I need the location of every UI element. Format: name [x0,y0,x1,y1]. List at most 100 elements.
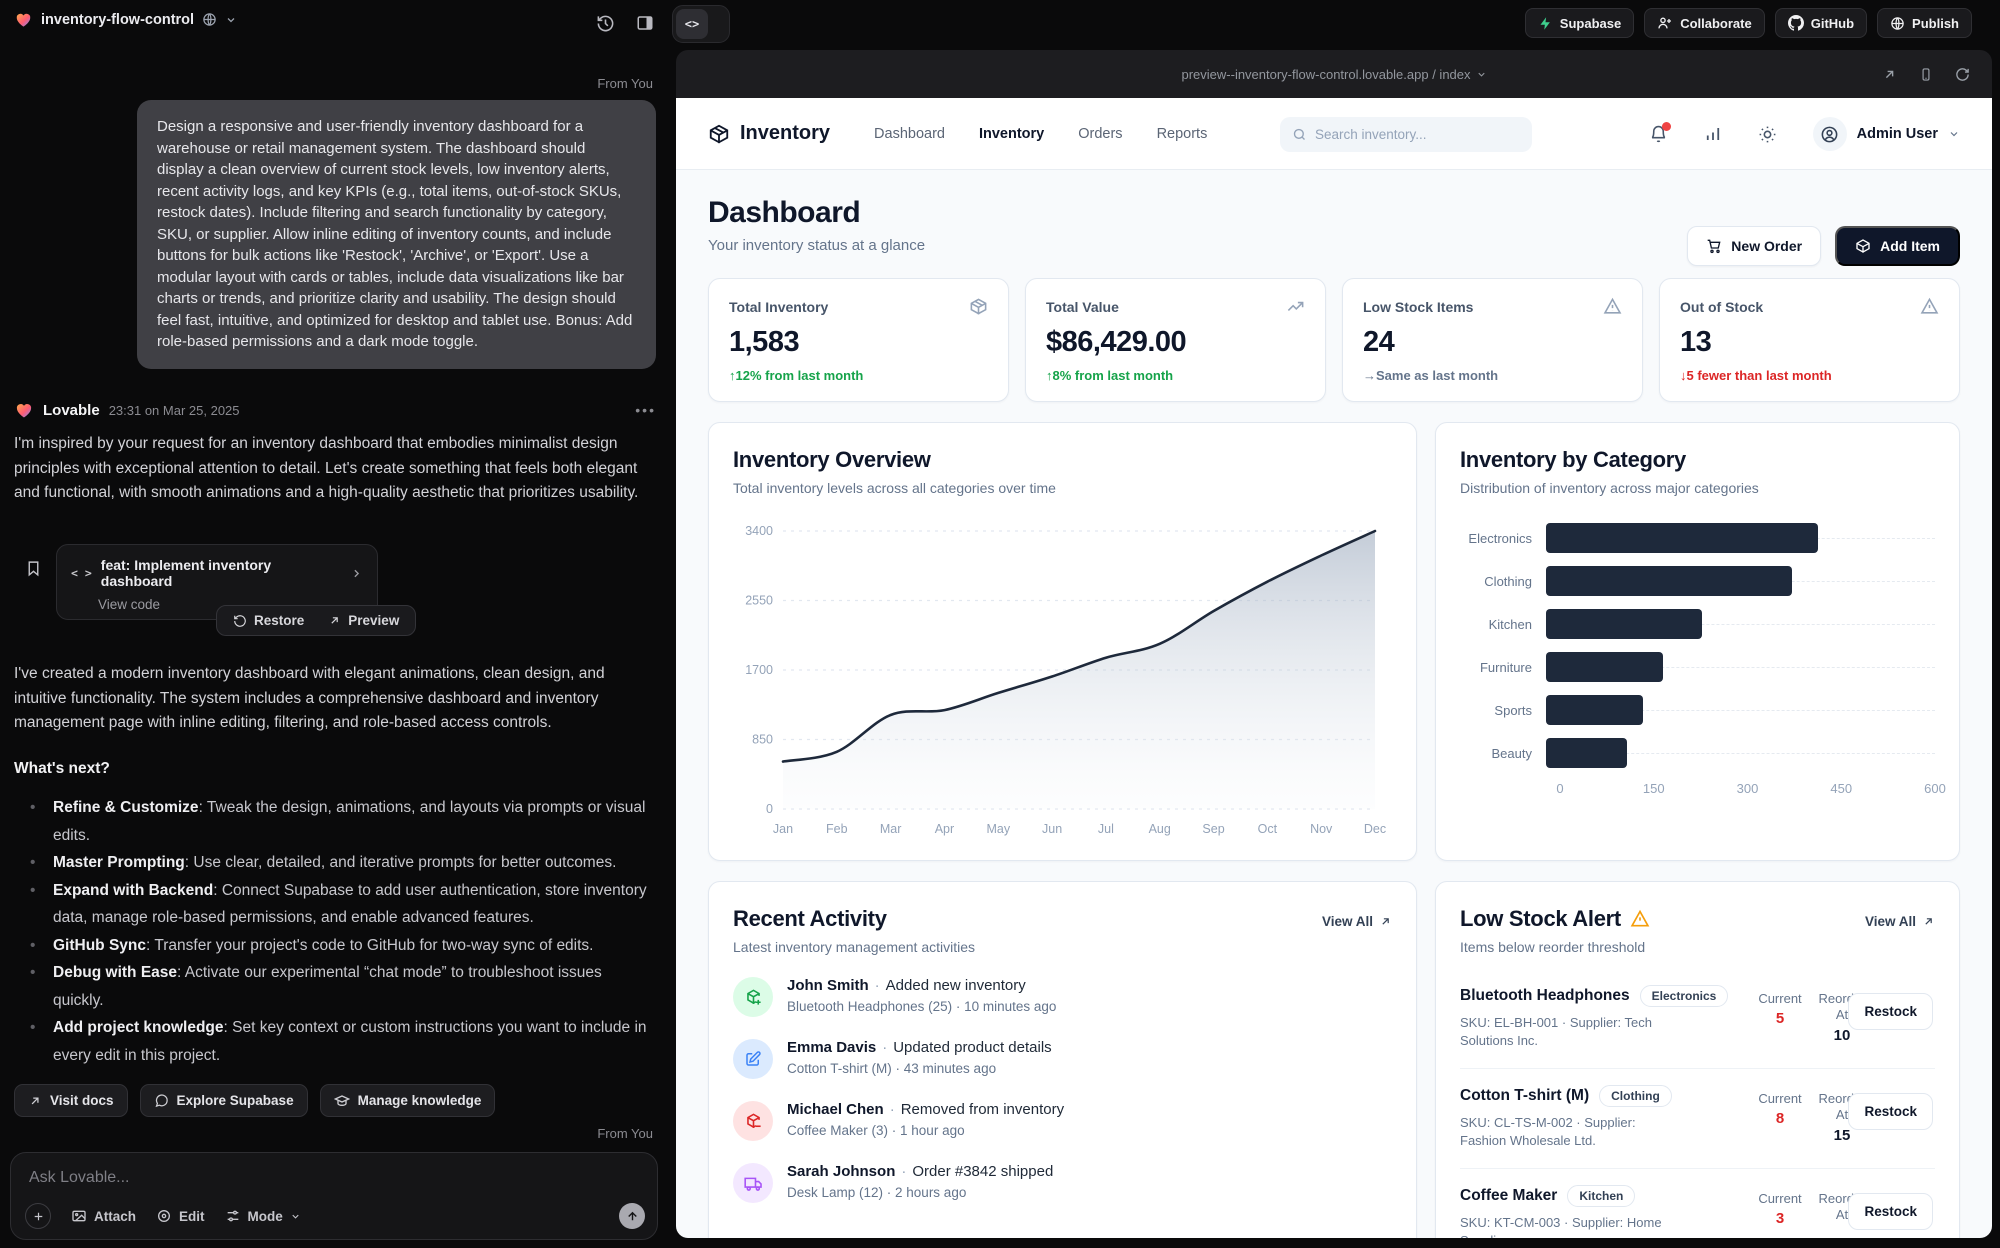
view-all-link[interactable]: View All [1322,914,1392,929]
alert-triangle-icon [1603,297,1622,316]
whats-next-item: Refine & Customize: Tweak the design, an… [20,794,654,849]
image-icon [72,1210,86,1222]
bar-kitchen [1546,609,1702,639]
svg-text:Apr: Apr [935,822,954,836]
product-name: Coffee Maker [1460,1187,1558,1204]
activity-user: Emma Davis [787,1039,877,1056]
low-stock-item: Bluetooth Headphones Electronics SKU: EL-B… [1460,969,1935,1069]
assistant-summary: I've created a modern inventory dashboar… [14,665,605,731]
sidebar-toggle-icon[interactable] [636,14,654,32]
activity-action: Updated product details [893,1039,1052,1056]
bookmark-icon[interactable] [25,560,42,577]
top-bar: inventory-flow-control <> Supabase Collab… [0,0,2000,48]
activity-action: Removed from inventory [900,1101,1065,1118]
manage-knowledge-button[interactable]: Manage knowledge [319,1084,496,1117]
visit-docs-button[interactable]: Visit docs [14,1084,128,1117]
package-icon [969,297,988,316]
kpi-value: $86,429.00 [1046,326,1187,358]
user-menu[interactable]: Admin User [1812,117,1960,151]
notification-dot [1661,121,1671,131]
github-button[interactable]: GitHub [1774,8,1868,38]
notifications-button[interactable] [1649,121,1671,144]
axis-tick: 0 [1556,781,1564,796]
whats-next-heading: What's next? [14,760,110,777]
bar-row-sports: Sports [1460,695,1935,725]
chevron-right-icon [350,567,363,580]
mode-button[interactable]: Mode [225,1208,301,1224]
bar-category-label: Electronics [1468,530,1532,546]
chevron-down-icon [225,14,237,26]
restock-button[interactable]: Restock [1848,993,1933,1030]
chart-subtitle: Distribution of inventory across major c… [1460,480,1759,496]
svg-text:3400: 3400 [745,524,773,538]
version-card[interactable]: < > feat: Implement inventory dashboard … [56,544,378,620]
composer[interactable]: Ask Lovable... Attach Edit Mode [10,1152,658,1240]
product-name: Bluetooth Headphones [1460,987,1630,1004]
svg-text:2550: 2550 [745,594,773,608]
send-button[interactable] [619,1203,645,1229]
edit-button[interactable]: Edit [156,1208,205,1224]
github-icon [1787,15,1804,31]
theme-toggle-button[interactable] [1758,125,1777,144]
open-external-icon[interactable] [1882,67,1897,82]
app-brand[interactable]: Inventory [708,122,830,145]
low-stock-item: Cotton T-shirt (M) Clothing SKU: CL-TS-M-0… [1460,1069,1935,1169]
preview-url: preview--inventory-flow-control.lovable.… [1181,66,1471,82]
new-order-button[interactable]: New Order [1687,226,1822,266]
search-box[interactable]: Search inventory... [1280,117,1532,152]
user-name: Admin User [1856,126,1938,142]
restock-button[interactable]: Restock [1848,1193,1933,1230]
explore-supabase-button[interactable]: Explore Supabase [139,1084,308,1117]
target-icon [158,1210,171,1222]
avatar [1812,117,1847,151]
attach-button[interactable]: Attach [71,1208,136,1224]
restore-button[interactable]: Restore [221,613,316,628]
nav-orders[interactable]: Orders [1078,125,1123,142]
sku-line: SKU: KT-CM-003 · Supplier: Home Supplies [1460,1215,1662,1238]
users-plus-icon [1657,15,1673,31]
bell-icon [1651,125,1665,142]
app-header: Inventory Dashboard Inventory Orders Report… [676,98,1992,170]
project-menu[interactable]: inventory-flow-control [14,10,237,29]
supabase-button[interactable]: Supabase [1524,8,1635,38]
preview-url-bar[interactable]: preview--inventory-flow-control.lovable.… [676,50,1992,98]
version-title: feat: Implement inventory dashboard [100,557,272,589]
add-item-button[interactable]: Add Item [1835,226,1960,266]
nav-reports[interactable]: Reports [1156,125,1208,142]
inventory-overview-card: Inventory Overview Total inventory level… [708,422,1417,861]
svg-text:0: 0 [766,802,773,816]
activity-user: John Smith [787,977,869,994]
mobile-view-icon[interactable] [1919,67,1933,82]
graduation-cap-icon [333,1093,350,1109]
nav-dashboard[interactable]: Dashboard [874,125,945,142]
chart-title: Inventory by Category [1460,447,1686,472]
activity-detail: Coffee Maker (3) · 1 hour ago [787,1123,965,1138]
message-menu-icon[interactable]: ••• [635,402,656,418]
axis-tick: 150 [1642,781,1665,796]
whats-next-item: Expand with Backend: Connect Supabase to… [20,877,654,932]
chat-footer-buttons: Visit docs Explore Supabase Manage knowled… [14,1084,496,1117]
refresh-icon[interactable] [1955,67,1970,82]
nav-inventory[interactable]: Inventory [978,125,1045,142]
add-attachment-button[interactable] [25,1203,51,1229]
bar-beauty [1546,738,1628,768]
collaborate-button[interactable]: Collaborate [1644,8,1765,38]
kpi-value: 13 [1680,326,1712,358]
chat-bubble-icon [154,1093,169,1108]
code-preview-toggle[interactable]: <> [672,5,730,43]
code-icon: < > [71,566,92,580]
message-timestamp: 23:31 on Mar 25, 2025 [108,402,240,418]
analytics-button[interactable] [1704,125,1722,143]
trending-up-icon [1286,297,1305,316]
preview-button[interactable]: Preview [316,613,411,628]
history-icon[interactable] [596,14,615,33]
low-stock-list: Bluetooth Headphones Electronics SKU: EL-B… [1460,969,1935,1238]
restock-button[interactable]: Restock [1848,1093,1933,1130]
view-code-link[interactable]: View code [98,597,161,612]
publish-button[interactable]: Publish [1877,8,1972,38]
view-all-link[interactable]: View All [1865,914,1935,929]
chevron-down-icon [292,1214,299,1219]
svg-text:Dec: Dec [1364,822,1386,836]
from-you-label: From You [597,76,653,91]
globe-grid-icon [1890,16,1905,31]
